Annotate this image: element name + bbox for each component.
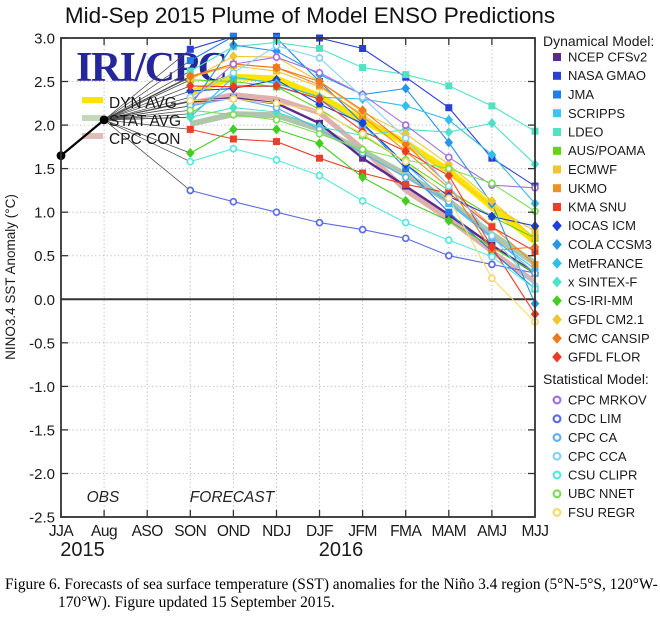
- svg-text:NINO3.4 SST Anomaly (°C): NINO3.4 SST Anomaly (°C): [3, 194, 18, 360]
- svg-text:CDC LIM: CDC LIM: [568, 411, 621, 426]
- svg-text:GFDL CM2.1: GFDL CM2.1: [568, 312, 644, 327]
- svg-text:2016: 2016: [319, 539, 364, 561]
- svg-text:CPC CON: CPC CON: [109, 131, 180, 148]
- svg-text:-1.0: -1.0: [29, 379, 55, 396]
- svg-text:CSU CLIPR: CSU CLIPR: [568, 468, 637, 483]
- svg-text:Mid-Sep 2015 Plume of Model EN: Mid-Sep 2015 Plume of Model ENSO Predict…: [65, 3, 555, 28]
- svg-text:MJJ: MJJ: [522, 523, 549, 540]
- svg-text:DYN AVG: DYN AVG: [109, 95, 177, 112]
- svg-text:CS-IRI-MM: CS-IRI-MM: [568, 293, 633, 308]
- svg-text:GFDL FLOR: GFDL FLOR: [568, 350, 640, 365]
- svg-text:IRI/CPC: IRI/CPC: [76, 45, 227, 91]
- svg-text:AUS/POAMA: AUS/POAMA: [568, 143, 646, 158]
- svg-text:FSU REGR: FSU REGR: [568, 505, 635, 520]
- svg-text:Aug: Aug: [91, 523, 117, 540]
- svg-text:170°W). Figure updated 15 Sept: 170°W). Figure updated 15 September 2015…: [58, 594, 335, 611]
- svg-text:1.0: 1.0: [34, 205, 55, 222]
- svg-text:Statistical Model:: Statistical Model:: [543, 371, 649, 387]
- svg-text:2.0: 2.0: [34, 118, 55, 135]
- svg-text:-2.5: -2.5: [29, 510, 55, 527]
- svg-text:OBS: OBS: [87, 489, 120, 506]
- svg-text:NASA GMAO: NASA GMAO: [568, 68, 646, 83]
- svg-text:LDEO: LDEO: [568, 125, 603, 140]
- svg-text:OND: OND: [217, 523, 250, 540]
- svg-text:AMJ: AMJ: [477, 523, 507, 540]
- svg-text:JJA: JJA: [49, 523, 75, 540]
- svg-text:0.5: 0.5: [34, 248, 55, 265]
- svg-text:2.5: 2.5: [34, 74, 55, 91]
- svg-text:SCRIPPS: SCRIPPS: [568, 106, 625, 121]
- svg-text:JFM: JFM: [348, 523, 377, 540]
- svg-text:-2.0: -2.0: [29, 466, 55, 483]
- svg-text:UKMO: UKMO: [568, 181, 607, 196]
- svg-text:UBC NNET: UBC NNET: [568, 486, 635, 501]
- svg-text:x SINTEX-F: x SINTEX-F: [568, 275, 637, 290]
- svg-text:CPC MRKOV: CPC MRKOV: [568, 393, 647, 408]
- svg-text:3.0: 3.0: [34, 31, 55, 48]
- svg-text:ASO: ASO: [132, 523, 164, 540]
- svg-text:-1.5: -1.5: [29, 422, 55, 439]
- svg-text:KMA SNU: KMA SNU: [568, 200, 627, 215]
- svg-text:FMA: FMA: [390, 523, 422, 540]
- svg-text:Dynamical Model:: Dynamical Model:: [543, 33, 654, 49]
- svg-text:NDJ: NDJ: [262, 523, 291, 540]
- svg-text:0.0: 0.0: [34, 292, 55, 309]
- svg-text:1.5: 1.5: [34, 161, 55, 178]
- svg-text:MetFRANCE: MetFRANCE: [568, 256, 643, 271]
- svg-text:CMC CANSIP: CMC CANSIP: [568, 331, 650, 346]
- svg-text:CPC CA: CPC CA: [568, 430, 617, 445]
- svg-text:Figure 6. Forecasts of sea sur: Figure 6. Forecasts of sea surface tempe…: [5, 576, 658, 593]
- svg-text:-0.5: -0.5: [29, 335, 55, 352]
- svg-text:NCEP CFSv2: NCEP CFSv2: [568, 50, 647, 65]
- svg-text:MAM: MAM: [431, 523, 466, 540]
- svg-text:DJF: DJF: [306, 523, 333, 540]
- svg-text:IOCAS ICM: IOCAS ICM: [568, 218, 636, 233]
- svg-text:ECMWF: ECMWF: [568, 162, 617, 177]
- svg-text:JMA: JMA: [568, 87, 594, 102]
- svg-text:STAT AVG: STAT AVG: [109, 113, 181, 130]
- svg-text:2015: 2015: [60, 539, 105, 561]
- svg-text:SON: SON: [174, 523, 206, 540]
- svg-text:CPC CCA: CPC CCA: [568, 449, 627, 464]
- svg-text:COLA CCSM3: COLA CCSM3: [568, 237, 652, 252]
- svg-text:FORECAST: FORECAST: [190, 489, 276, 506]
